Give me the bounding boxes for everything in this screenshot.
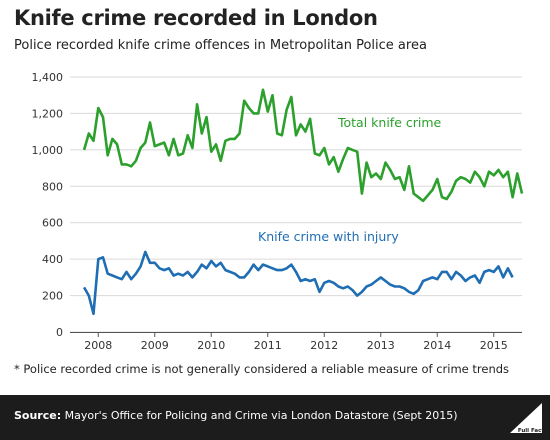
full-fact-logo-icon [510, 403, 542, 433]
y-tick-label: 1,000 [32, 144, 64, 157]
y-tick-label: 0 [56, 326, 63, 339]
source-text: Mayor's Office for Policing and Crime vi… [61, 409, 458, 422]
y-tick-label: 600 [42, 217, 63, 230]
x-tick-label: 2010 [197, 339, 225, 352]
source-label: Source: [14, 409, 62, 422]
knife-crime-with-injury-line [82, 250, 514, 316]
x-tick-label: 2008 [84, 339, 112, 352]
footnote: * Police recorded crime is not generally… [14, 362, 510, 376]
total-knife-crime-label: Total knife crime [337, 115, 442, 130]
footer-bar: Source: Mayor's Office for Policing and … [0, 395, 550, 440]
x-tick-label: 2012 [310, 339, 338, 352]
x-tick-label: 2011 [254, 339, 282, 352]
total-knife-crime-line [82, 88, 524, 203]
x-tick-label: 2014 [423, 339, 451, 352]
y-tick-label: 200 [42, 290, 63, 303]
y-tick-label: 1,200 [32, 107, 64, 120]
source-credit: Source: Mayor's Office for Policing and … [14, 409, 458, 422]
x-tick-label: 2013 [367, 339, 395, 352]
y-tick-label: 400 [42, 253, 63, 266]
x-tick-label: 2009 [141, 339, 169, 352]
page-subtitle: Police recorded knife crime offences in … [14, 38, 427, 53]
y-tick-label: 1,400 [32, 71, 64, 84]
page-title: Knife crime recorded in London [14, 6, 378, 30]
y-tick-label: 800 [42, 180, 63, 193]
x-tick-label: 2015 [480, 339, 508, 352]
knife-crime-with-injury-label: Knife crime with injury [258, 229, 399, 244]
line-chart: 0 200 400 600 800 1,000 1,200 1,400 2008 2009 2010… [32, 71, 524, 352]
logo-text: Full Fact [517, 428, 544, 434]
